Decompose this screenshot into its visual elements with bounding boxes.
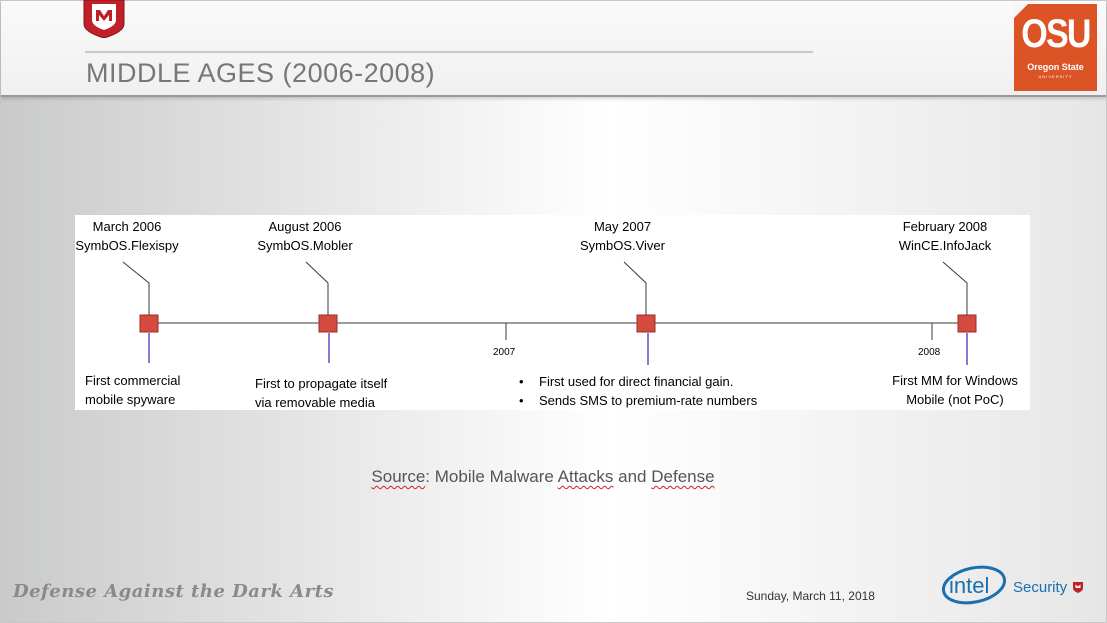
osu-logo-subtitle: Oregon State xyxy=(1027,62,1084,72)
event-3-bullet-2: Sends SMS to premium-rate numbers xyxy=(515,391,757,410)
event-4-desc-line-2: Mobile (not PoC) xyxy=(906,392,1004,407)
source-word-and: and xyxy=(618,467,647,486)
timeline-diagram: March 2006 SymbOS.Flexispy August 2006 S… xyxy=(75,215,1030,410)
event-1-name: SymbOS.Flexispy xyxy=(75,238,179,253)
event-4-date: February 2008 xyxy=(902,219,988,234)
source-citation: Source: Mobile Malware Attacks and Defen… xyxy=(0,467,1086,487)
slide-title: MIDDLE AGES (2006-2008) xyxy=(86,58,436,88)
source-word-attacks: Attacks xyxy=(557,467,614,486)
course-name: Defense Against the Dark Arts xyxy=(13,581,335,602)
osu-logo: OSU Oregon State UNIVERSITY xyxy=(1014,4,1097,91)
source-label: Source xyxy=(371,467,426,486)
intel-security-text: Security xyxy=(1013,579,1068,596)
intel-logo-icon: intel xyxy=(941,565,1007,605)
event-3-description: First used for direct financial gain. Se… xyxy=(515,372,757,410)
event-1-desc-line-2: mobile spyware xyxy=(85,392,176,407)
event-4-desc-line-1: First MM for Windows xyxy=(892,373,1018,388)
event-4-name: WinCE.InfoJack xyxy=(898,238,992,253)
mcafee-mini-shield-icon xyxy=(1073,582,1083,593)
slide-date: Sunday, March 11, 2018 xyxy=(746,589,875,603)
intel-logo-text: intel xyxy=(949,573,989,598)
source-colon: : xyxy=(425,467,431,486)
event-2-label: August 2006 SymbOS.Mobler xyxy=(250,217,360,255)
event-2-description: First to propagate itself via removable … xyxy=(255,374,387,412)
event-4-description: First MM for Windows Mobile (not PoC) xyxy=(880,371,1030,409)
source-word-defense: Defense xyxy=(651,467,715,486)
event-1-desc-line-1: First commercial xyxy=(85,373,181,388)
timeline-lines xyxy=(122,261,977,365)
event-1-label: March 2006 SymbOS.Flexispy xyxy=(75,217,179,255)
tick-label-2008: 2008 xyxy=(918,347,941,358)
event-2-desc-line-2: via removable media xyxy=(255,395,375,410)
event-3-date: May 2007 xyxy=(593,219,652,234)
osu-logo-university: UNIVERSITY xyxy=(1038,74,1073,79)
event-3-label: May 2007 SymbOS.Viver xyxy=(570,217,675,255)
osu-logo-text: OSU xyxy=(1021,12,1091,56)
event-3-bullet-1: First used for direct financial gain. xyxy=(515,372,757,391)
source-word-malware: Malware xyxy=(489,467,554,486)
event-1-date: March 2006 xyxy=(92,219,162,234)
event-2-date: August 2006 xyxy=(268,219,342,234)
event-2-name: SymbOS.Mobler xyxy=(257,238,353,253)
event-1-description: First commercial mobile spyware xyxy=(85,371,180,409)
source-word-mobile: Mobile xyxy=(434,467,485,486)
slide-header xyxy=(1,1,1106,97)
header-divider xyxy=(85,51,813,53)
event-2-desc-line-1: First to propagate itself xyxy=(255,376,388,391)
event-3-name: SymbOS.Viver xyxy=(579,238,665,253)
tick-label-2007: 2007 xyxy=(493,347,516,358)
mcafee-shield-icon xyxy=(83,0,125,38)
event-4-label: February 2008 WinCE.InfoJack xyxy=(890,217,1000,255)
